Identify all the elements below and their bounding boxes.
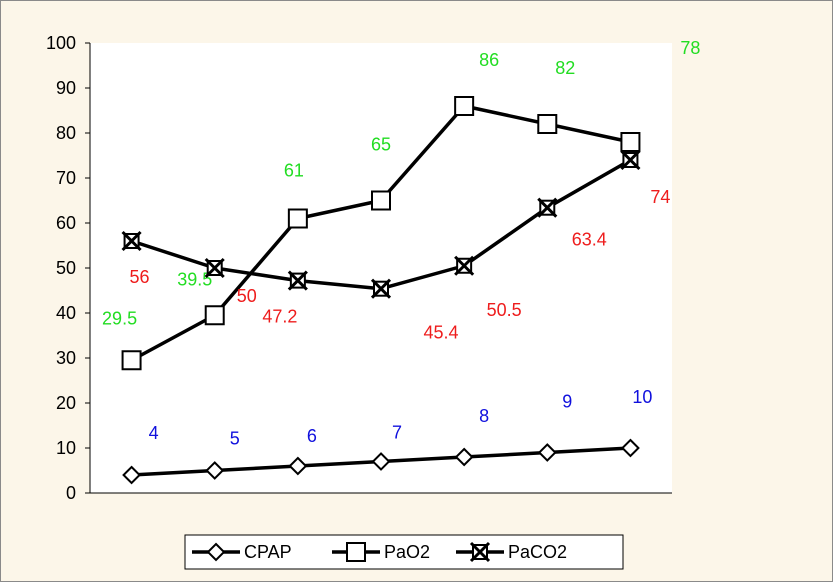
y-tick-label: 90 — [56, 78, 76, 98]
data-label-cpap: 5 — [230, 429, 240, 449]
legend-label-pao2: PaO2 — [384, 542, 430, 562]
y-tick-label: 100 — [46, 33, 76, 53]
data-point-cpap — [371, 452, 391, 471]
data-point-cpap — [621, 438, 640, 458]
legend-label-paco2: PaCO2 — [508, 542, 567, 562]
data-point-paco2 — [454, 255, 475, 276]
y-tick-label: 30 — [56, 348, 76, 368]
plot-area — [90, 43, 672, 493]
y-tick-label: 40 — [56, 303, 76, 323]
data-label-paco2: 50 — [237, 286, 257, 306]
data-label-cpap: 7 — [392, 423, 402, 443]
data-point-cpap — [288, 456, 308, 476]
data-point-pao2 — [620, 132, 641, 152]
data-label-cpap: 6 — [307, 426, 317, 446]
data-point-paco2 — [620, 149, 641, 171]
y-tick-label: 0 — [66, 483, 76, 503]
data-label-pao2: 65 — [371, 135, 391, 155]
y-tick-label: 70 — [56, 168, 76, 188]
y-tick-label: 60 — [56, 213, 76, 233]
data-point-pao2 — [537, 114, 558, 134]
legend — [184, 534, 624, 570]
legend-marker-paco2 — [469, 541, 491, 563]
y-tick-label: 10 — [56, 438, 76, 458]
data-label-paco2: 74 — [650, 187, 670, 207]
data-label-pao2: 29.5 — [102, 308, 137, 328]
data-point-cpap — [537, 443, 557, 462]
data-point-cpap — [454, 447, 474, 467]
y-tick-label: 20 — [56, 393, 76, 413]
data-label-pao2: 39.5 — [177, 269, 212, 289]
data-point-paco2 — [204, 257, 225, 279]
data-point-pao2 — [287, 208, 308, 229]
data-label-paco2: 50.5 — [487, 300, 522, 320]
y-tick-label: 80 — [56, 123, 76, 143]
data-point-cpap — [205, 461, 225, 480]
data-point-pao2 — [121, 350, 142, 371]
data-label-pao2: 61 — [284, 161, 304, 181]
data-label-cpap: 10 — [632, 387, 652, 407]
data-label-pao2: 86 — [479, 50, 499, 70]
data-point-pao2 — [454, 96, 475, 116]
data-point-pao2 — [371, 190, 391, 211]
data-point-pao2 — [204, 305, 225, 326]
data-point-paco2 — [537, 197, 558, 218]
data-label-paco2: 47.2 — [262, 307, 297, 327]
y-tick-label: 50 — [56, 258, 76, 278]
legend-label-cpap: CPAP — [244, 542, 292, 562]
data-label-cpap: 9 — [562, 392, 572, 412]
data-point-paco2 — [121, 230, 142, 252]
data-label-cpap: 4 — [149, 423, 159, 443]
data-label-pao2: 82 — [555, 58, 575, 78]
data-point-paco2 — [370, 278, 392, 299]
data-label-cpap: 8 — [479, 406, 489, 426]
data-label-paco2: 45.4 — [423, 323, 458, 343]
legend-marker-pao2 — [346, 542, 366, 562]
legend-marker-cpap — [206, 542, 226, 562]
data-label-paco2: 63.4 — [572, 230, 607, 250]
data-label-paco2: 56 — [130, 267, 150, 287]
data-point-cpap — [122, 465, 141, 485]
data-label-pao2: 78 — [680, 38, 700, 58]
data-point-paco2 — [287, 270, 308, 291]
